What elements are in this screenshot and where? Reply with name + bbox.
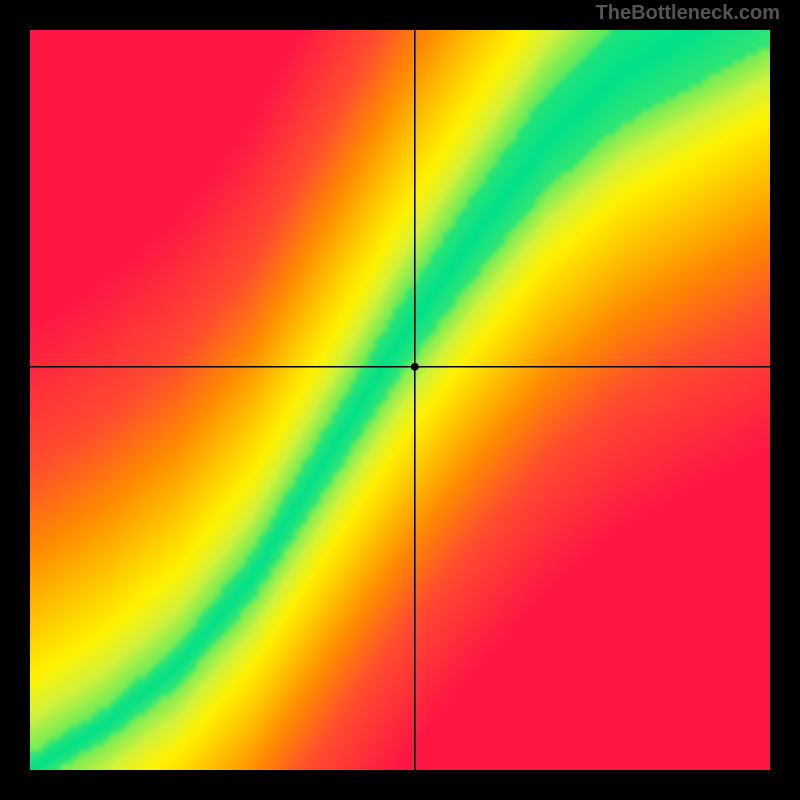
heatmap-plot bbox=[30, 30, 770, 770]
watermark-text: TheBottleneck.com bbox=[596, 2, 780, 25]
heatmap-canvas bbox=[30, 30, 770, 770]
